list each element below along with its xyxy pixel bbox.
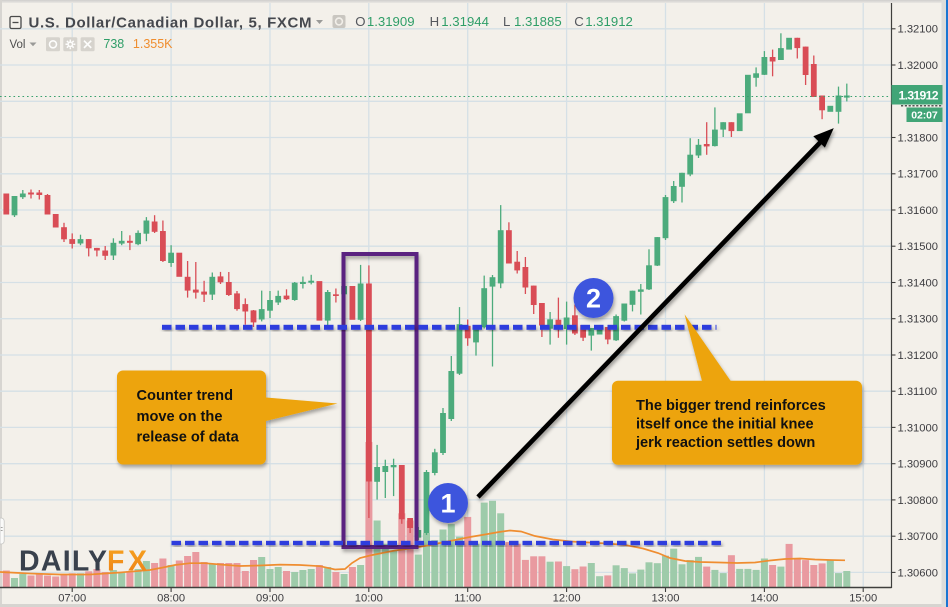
svg-text:1.30600: 1.30600 [898,567,938,579]
svg-text:1.30700: 1.30700 [898,531,938,543]
svg-text:L: L [503,14,510,29]
svg-text:jerk reaction settles down: jerk reaction settles down [635,435,815,451]
svg-text:2: 2 [586,284,601,314]
svg-text:1.31200: 1.31200 [898,350,938,362]
svg-text:C: C [574,14,584,29]
svg-text:1.31000: 1.31000 [898,422,938,434]
svg-text:1.31909: 1.31909 [367,14,415,29]
svg-text:07:00: 07:00 [58,593,86,605]
svg-text:1: 1 [440,489,455,519]
svg-text:itself once the initial knee: itself once the initial knee [636,416,814,432]
svg-text:1.31800: 1.31800 [898,132,938,144]
svg-text:Vol: Vol [10,39,26,51]
svg-text:The bigger trend reinforces: The bigger trend reinforces [636,398,826,414]
svg-text:1.32100: 1.32100 [898,24,938,36]
svg-text:1.31944: 1.31944 [441,14,489,29]
svg-text:09:00: 09:00 [256,593,284,605]
svg-text:1.31100: 1.31100 [898,386,938,398]
svg-text:DAILY: DAILY [19,546,107,578]
svg-text:Counter trend: Counter trend [137,388,233,404]
svg-text:1.31400: 1.31400 [898,277,938,289]
svg-text:1.355K: 1.355K [133,37,173,51]
svg-text:1.31300: 1.31300 [898,314,938,326]
svg-text:U.S. Dollar/Canadian Dollar, 5: U.S. Dollar/Canadian Dollar, 5, FXCM [29,15,312,32]
svg-text:02:07: 02:07 [911,109,938,121]
svg-text:1.31912: 1.31912 [585,14,633,29]
svg-text:08:00: 08:00 [157,593,185,605]
svg-text:1.31885: 1.31885 [514,14,562,29]
svg-text:H: H [430,14,440,29]
svg-text:1.31600: 1.31600 [898,205,938,217]
svg-text:14:00: 14:00 [750,593,778,605]
svg-text:1.31912: 1.31912 [899,88,939,102]
svg-text:O: O [355,14,365,29]
svg-text:11:00: 11:00 [454,593,481,605]
svg-text:1.30900: 1.30900 [898,459,938,471]
svg-text:FX: FX [107,546,147,578]
svg-text:release of data: release of data [137,430,240,446]
svg-text:1.32000: 1.32000 [898,60,938,72]
svg-text:move on the: move on the [137,409,223,425]
svg-text:738: 738 [103,37,124,51]
svg-text:1.31700: 1.31700 [898,169,938,181]
svg-text:10:00: 10:00 [355,593,383,605]
svg-text:13:00: 13:00 [652,593,680,605]
svg-text:12:00: 12:00 [553,593,581,605]
svg-text:1.31500: 1.31500 [898,241,938,253]
svg-text:1.30800: 1.30800 [898,495,938,507]
svg-text:15:00: 15:00 [849,593,877,605]
